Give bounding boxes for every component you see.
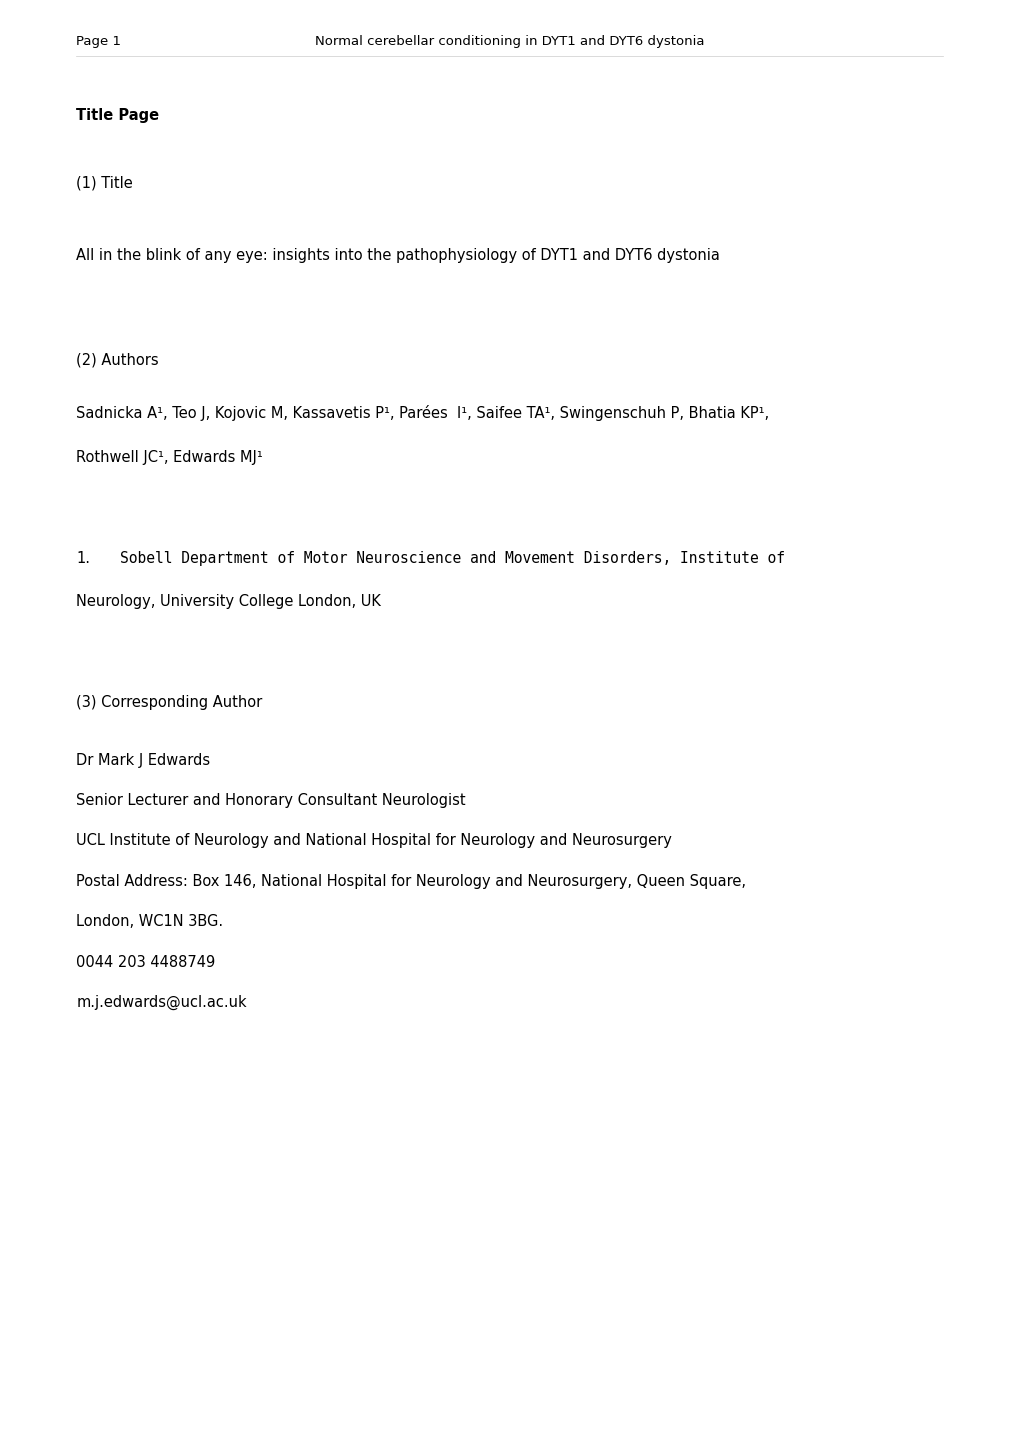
Text: UCL Institute of Neurology and National Hospital for Neurology and Neurosurgery: UCL Institute of Neurology and National … xyxy=(76,834,672,848)
Text: Normal cerebellar conditioning in DYT1 and DYT6 dystonia: Normal cerebellar conditioning in DYT1 a… xyxy=(315,35,704,48)
Text: 0044 203 4488749: 0044 203 4488749 xyxy=(76,955,216,970)
Text: (3) Corresponding Author: (3) Corresponding Author xyxy=(76,696,263,710)
Text: Title Page: Title Page xyxy=(76,108,159,123)
Text: Sobell Department of Motor Neuroscience and Movement Disorders, Institute of: Sobell Department of Motor Neuroscience … xyxy=(120,551,785,566)
Text: Page 1: Page 1 xyxy=(76,35,121,48)
Text: London, WC1N 3BG.: London, WC1N 3BG. xyxy=(76,915,223,929)
Text: All in the blink of any eye: insights into the pathophysiology of DYT1 and DYT6 : All in the blink of any eye: insights in… xyxy=(76,248,719,263)
Text: Neurology, University College London, UK: Neurology, University College London, UK xyxy=(76,595,381,609)
Text: Senior Lecturer and Honorary Consultant Neurologist: Senior Lecturer and Honorary Consultant … xyxy=(76,794,466,808)
Text: Sadnicka A¹, Teo J, Kojovic M, Kassavetis P¹, Parées  I¹, Saifee TA¹, Swingensch: Sadnicka A¹, Teo J, Kojovic M, Kassaveti… xyxy=(76,405,769,421)
Text: Dr Mark J Edwards: Dr Mark J Edwards xyxy=(76,753,210,768)
Text: m.j.edwards@ucl.ac.uk: m.j.edwards@ucl.ac.uk xyxy=(76,994,247,1010)
Text: (1) Title: (1) Title xyxy=(76,176,133,190)
Text: Rothwell JC¹, Edwards MJ¹: Rothwell JC¹, Edwards MJ¹ xyxy=(76,450,263,465)
Text: 1.: 1. xyxy=(76,551,91,566)
Text: Postal Address: Box 146, National Hospital for Neurology and Neurosurgery, Queen: Postal Address: Box 146, National Hospit… xyxy=(76,874,746,889)
Text: (2) Authors: (2) Authors xyxy=(76,354,159,368)
